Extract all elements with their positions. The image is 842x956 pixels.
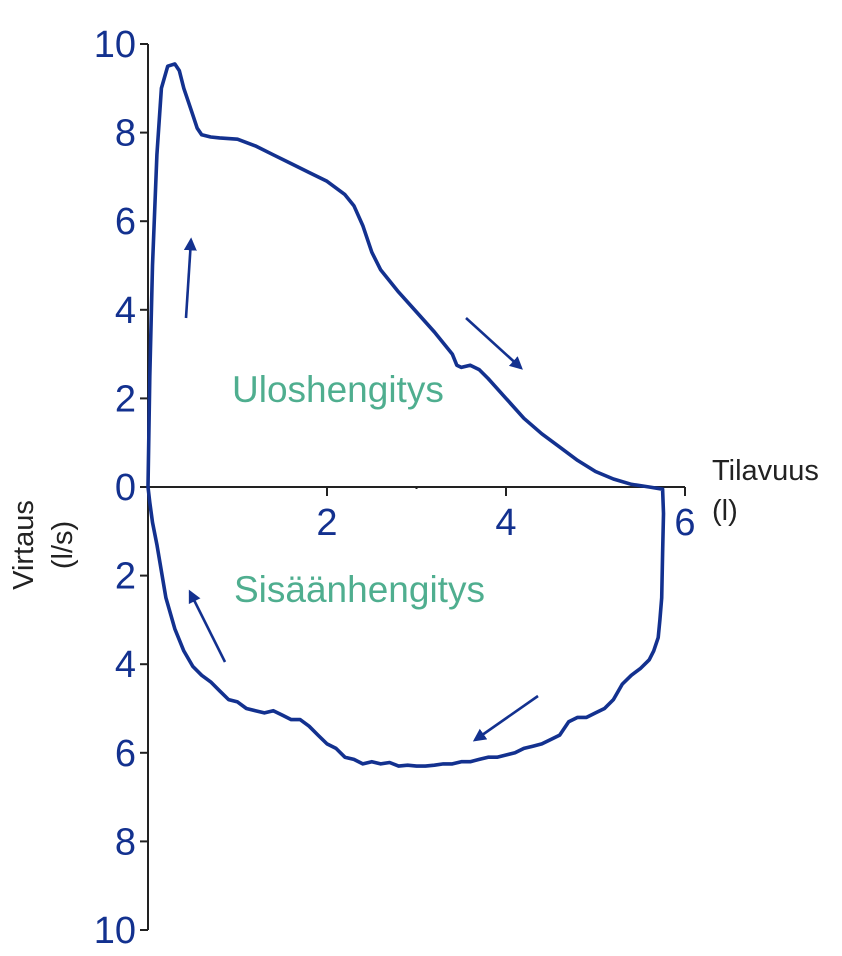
y-tick-label: 8	[115, 113, 136, 155]
direction-arrows	[183, 237, 539, 742]
y-tick-label: 6	[115, 201, 136, 243]
x-axis-title: Tilavuus	[712, 455, 819, 487]
arrow-down-inspiration	[472, 694, 539, 742]
inspiration-label: Sisäänhengitys	[234, 569, 485, 610]
y-tick-label: 10	[94, 910, 136, 952]
x-axis-unit: (l)	[712, 495, 738, 527]
expiration-label: Uloshengitys	[232, 369, 444, 410]
x-tick-label: 4	[495, 502, 516, 544]
x-ticks: 2 4 6	[316, 486, 696, 544]
flow-volume-loop-line	[146, 62, 666, 768]
y-ticks: 10 8 6 4 2 0 2 4 6 8 10	[94, 24, 148, 952]
x-tick-label: 6	[674, 502, 695, 544]
arrow-up-inspiration	[188, 589, 227, 663]
y-tick-label: 2	[115, 556, 136, 598]
y-tick-label: 4	[115, 644, 136, 686]
arrow-up-expiration	[183, 237, 197, 319]
y-axis-unit: (l/s)	[47, 521, 79, 569]
y-tick-label: 8	[115, 821, 136, 863]
y-tick-label: 6	[115, 733, 136, 775]
y-tick-label: 0	[115, 467, 136, 509]
arrow-down-expiration	[465, 317, 523, 370]
y-tick-label: 2	[115, 378, 136, 420]
y-tick-label: 10	[94, 24, 136, 66]
y-tick-label: 4	[115, 290, 136, 332]
x-tick-label: 2	[316, 502, 337, 544]
y-axis-title: Virtaus	[8, 500, 40, 590]
